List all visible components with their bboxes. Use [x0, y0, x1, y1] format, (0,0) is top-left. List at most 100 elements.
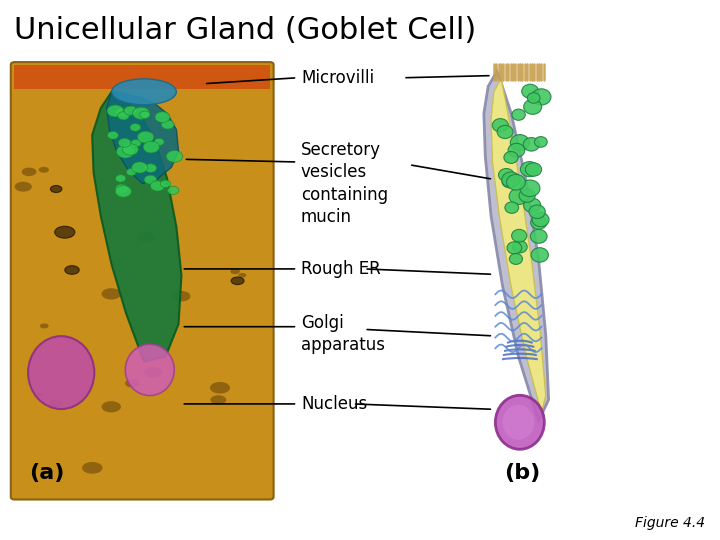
- Polygon shape: [107, 92, 179, 184]
- Ellipse shape: [527, 93, 540, 103]
- Ellipse shape: [138, 232, 156, 242]
- Ellipse shape: [210, 395, 226, 404]
- Ellipse shape: [130, 124, 140, 131]
- Ellipse shape: [529, 205, 545, 219]
- Ellipse shape: [132, 162, 148, 173]
- Ellipse shape: [512, 109, 526, 120]
- Ellipse shape: [122, 144, 138, 155]
- Ellipse shape: [502, 172, 521, 187]
- Ellipse shape: [502, 175, 517, 188]
- Ellipse shape: [154, 138, 164, 146]
- Polygon shape: [92, 92, 181, 362]
- Ellipse shape: [127, 168, 136, 176]
- Ellipse shape: [130, 139, 141, 147]
- Ellipse shape: [510, 134, 529, 151]
- Ellipse shape: [109, 103, 122, 111]
- Ellipse shape: [40, 323, 48, 328]
- Ellipse shape: [231, 277, 244, 285]
- Ellipse shape: [117, 145, 135, 158]
- Ellipse shape: [512, 230, 527, 242]
- Ellipse shape: [118, 112, 129, 120]
- Ellipse shape: [55, 226, 75, 238]
- Ellipse shape: [36, 393, 44, 397]
- Text: Rough ER: Rough ER: [301, 260, 381, 278]
- Ellipse shape: [523, 138, 539, 151]
- Ellipse shape: [523, 99, 541, 114]
- Ellipse shape: [522, 84, 539, 98]
- Ellipse shape: [107, 131, 118, 139]
- Ellipse shape: [125, 379, 140, 388]
- Ellipse shape: [210, 382, 230, 394]
- Ellipse shape: [125, 345, 174, 395]
- Ellipse shape: [513, 241, 527, 253]
- Ellipse shape: [505, 202, 518, 213]
- Ellipse shape: [107, 105, 124, 117]
- Ellipse shape: [140, 111, 150, 118]
- Ellipse shape: [498, 125, 513, 139]
- Ellipse shape: [115, 184, 128, 193]
- Ellipse shape: [116, 108, 127, 117]
- Ellipse shape: [14, 182, 32, 192]
- Text: Unicellular Gland (Goblet Cell): Unicellular Gland (Goblet Cell): [14, 16, 477, 45]
- Ellipse shape: [124, 106, 137, 115]
- Text: Nucleus: Nucleus: [301, 395, 367, 413]
- Text: Secretory
vesicles
containing
mucin: Secretory vesicles containing mucin: [301, 141, 388, 226]
- Ellipse shape: [509, 188, 528, 205]
- Ellipse shape: [507, 242, 522, 254]
- Ellipse shape: [531, 89, 551, 105]
- Ellipse shape: [506, 174, 526, 190]
- Ellipse shape: [118, 138, 131, 147]
- Ellipse shape: [112, 79, 176, 105]
- Ellipse shape: [138, 131, 154, 143]
- Ellipse shape: [102, 401, 121, 413]
- Ellipse shape: [145, 164, 157, 172]
- Ellipse shape: [22, 167, 37, 176]
- Ellipse shape: [168, 186, 179, 194]
- Text: Figure 4.4: Figure 4.4: [636, 516, 706, 530]
- Ellipse shape: [523, 198, 541, 212]
- Ellipse shape: [144, 367, 163, 377]
- Text: Golgi
apparatus: Golgi apparatus: [301, 314, 385, 354]
- Ellipse shape: [161, 120, 174, 129]
- Ellipse shape: [519, 189, 535, 202]
- Ellipse shape: [28, 336, 94, 409]
- Ellipse shape: [520, 180, 540, 197]
- Ellipse shape: [531, 216, 546, 229]
- Ellipse shape: [65, 266, 79, 274]
- Ellipse shape: [504, 152, 518, 164]
- Ellipse shape: [509, 253, 523, 265]
- Polygon shape: [484, 71, 549, 421]
- Ellipse shape: [143, 141, 159, 153]
- Text: (a): (a): [29, 463, 64, 483]
- Ellipse shape: [132, 107, 150, 119]
- Ellipse shape: [161, 180, 171, 187]
- Ellipse shape: [531, 248, 549, 262]
- Ellipse shape: [532, 213, 549, 227]
- Ellipse shape: [238, 273, 246, 278]
- Ellipse shape: [526, 163, 541, 176]
- FancyBboxPatch shape: [11, 62, 274, 500]
- Ellipse shape: [166, 151, 183, 162]
- Ellipse shape: [503, 405, 534, 440]
- Ellipse shape: [492, 119, 508, 132]
- Bar: [14, 65, 270, 89]
- Ellipse shape: [150, 181, 165, 191]
- Ellipse shape: [155, 112, 170, 123]
- Ellipse shape: [144, 175, 157, 184]
- Ellipse shape: [39, 167, 49, 173]
- Text: (b): (b): [504, 463, 540, 483]
- Ellipse shape: [534, 137, 547, 147]
- Ellipse shape: [498, 168, 514, 181]
- Text: Microvilli: Microvilli: [301, 69, 374, 87]
- Ellipse shape: [115, 175, 126, 182]
- Ellipse shape: [49, 400, 63, 408]
- Ellipse shape: [172, 291, 191, 301]
- Ellipse shape: [495, 395, 544, 449]
- Ellipse shape: [521, 161, 539, 177]
- Ellipse shape: [508, 143, 525, 157]
- Ellipse shape: [115, 186, 132, 197]
- Ellipse shape: [531, 230, 547, 244]
- Ellipse shape: [82, 462, 102, 474]
- Ellipse shape: [102, 288, 121, 300]
- Polygon shape: [491, 78, 546, 413]
